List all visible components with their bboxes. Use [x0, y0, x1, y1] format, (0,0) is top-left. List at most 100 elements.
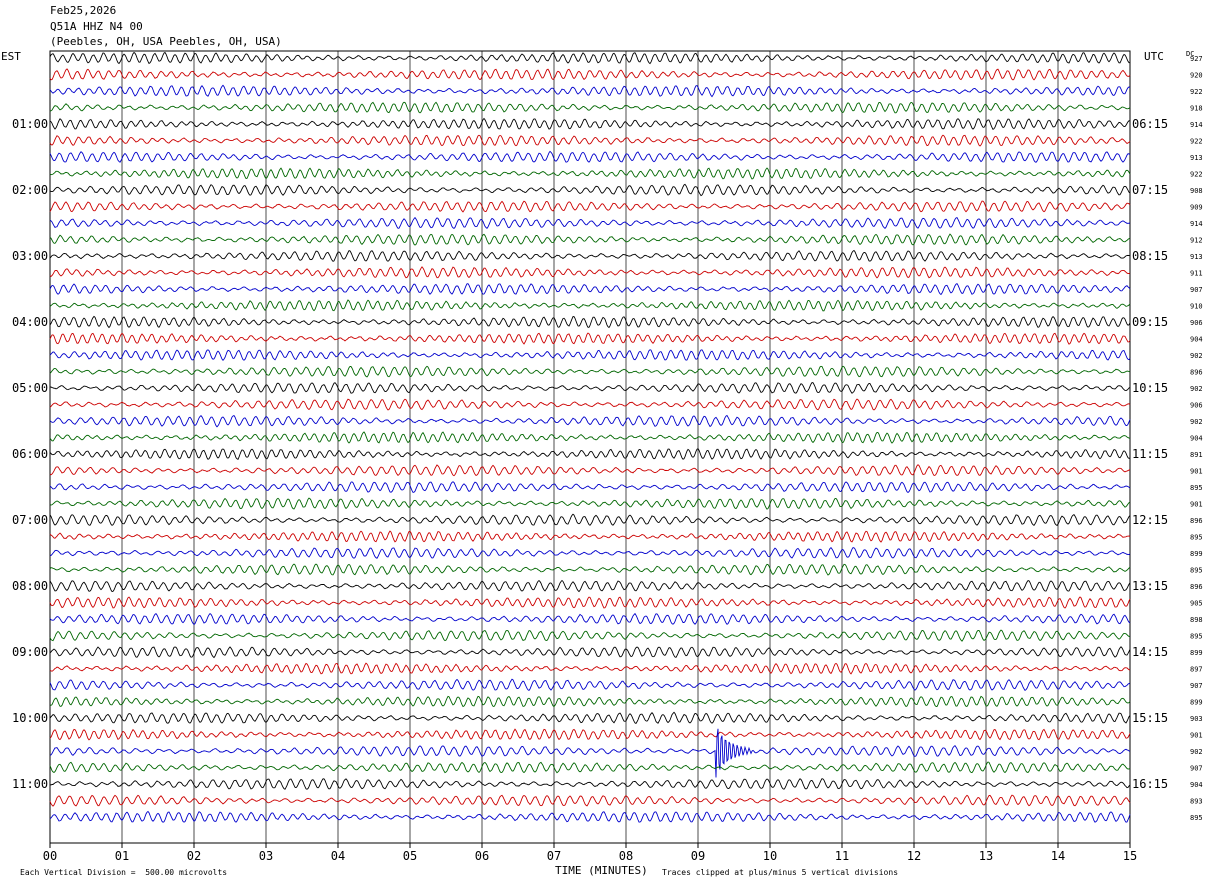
seismic-trace: [49, 464, 1131, 477]
seismic-trace: [49, 728, 1131, 778]
seismic-trace: [49, 101, 1131, 114]
seismic-trace: [49, 646, 1131, 659]
dc-label: DC: [1186, 50, 1195, 58]
seismic-trace: [49, 778, 1131, 790]
dc-offset-label: 896: [1190, 583, 1203, 591]
seismic-trace: [49, 216, 1131, 230]
seismic-trace: [49, 282, 1131, 296]
utc-hour-label: 16:15: [1132, 777, 1168, 791]
seismic-trace: [49, 612, 1131, 626]
seismic-trace: [49, 134, 1131, 147]
x-tick-label: 14: [1051, 849, 1065, 863]
x-tick-label: 11: [835, 849, 849, 863]
x-tick-label: 13: [979, 849, 993, 863]
seismic-trace: [49, 200, 1131, 213]
x-tick-label: 07: [547, 849, 561, 863]
dc-offset-label: 903: [1190, 715, 1203, 723]
seismic-trace: [49, 530, 1131, 543]
est-hour-label: 02:00: [12, 183, 48, 197]
dc-offset-label: 904: [1190, 435, 1203, 443]
dc-offset-label: 896: [1190, 517, 1203, 525]
seismic-trace: [49, 695, 1131, 708]
est-label: EST: [1, 50, 21, 63]
seismic-trace: [49, 68, 1131, 81]
dc-offset-label: 913: [1190, 154, 1203, 162]
dc-offset-label: 895: [1190, 814, 1203, 822]
seismic-trace: [49, 233, 1131, 246]
seismic-trace: [49, 563, 1131, 576]
seismic-trace: [49, 678, 1131, 692]
dc-offset-label: 901: [1190, 732, 1203, 740]
est-hour-label: 05:00: [12, 381, 48, 395]
dc-offset-label: 898: [1190, 616, 1203, 624]
dc-offset-label: 911: [1190, 270, 1203, 278]
est-hour-label: 09:00: [12, 645, 48, 659]
x-tick-label: 09: [691, 849, 705, 863]
dc-offset-label: 908: [1190, 187, 1203, 195]
header-date: Feb25,2026: [50, 4, 117, 17]
dc-offset-label: 902: [1190, 748, 1203, 756]
seismic-trace: [49, 315, 1131, 329]
dc-offset-label: 895: [1190, 484, 1203, 492]
seismic-trace: [49, 183, 1131, 197]
est-hour-label: 01:00: [12, 117, 48, 131]
x-axis-title: TIME (MINUTES): [555, 864, 648, 877]
seismic-trace: [49, 332, 1131, 345]
seismic-trace: [49, 513, 1131, 526]
seismic-trace: [49, 596, 1131, 609]
scale-note: Each Vertical Division = 500.00 microvol…: [20, 868, 228, 877]
est-hour-label: 10:00: [12, 711, 48, 725]
x-tick-label: 02: [187, 849, 201, 863]
seismic-trace: [49, 249, 1131, 262]
dc-offset-label: 897: [1190, 666, 1203, 674]
dc-offset-label: 904: [1190, 781, 1203, 789]
seismic-trace: [49, 810, 1131, 823]
seismic-trace: [49, 481, 1131, 493]
utc-hour-label: 10:15: [1132, 381, 1168, 395]
dc-offset-label: 899: [1190, 699, 1203, 707]
x-tick-label: 00: [43, 849, 57, 863]
dc-offset-label: 918: [1190, 105, 1203, 113]
dc-offset-label: 922: [1190, 171, 1203, 179]
seismic-trace: [49, 448, 1131, 460]
seismic-trace: [49, 150, 1131, 163]
dc-offset-label: 912: [1190, 237, 1203, 245]
header-station: Q51A HHZ N4 00: [50, 20, 143, 33]
header-location: (Peebles, OH, USA Peebles, OH, USA): [50, 35, 282, 48]
dc-offset-label: 922: [1190, 88, 1203, 96]
dc-offset-label: 893: [1190, 798, 1203, 806]
utc-hour-label: 11:15: [1132, 447, 1168, 461]
dc-offset-label: 910: [1190, 303, 1203, 311]
utc-hour-label: 06:15: [1132, 117, 1168, 131]
dc-offset-label: 899: [1190, 550, 1203, 558]
seismic-trace: [49, 546, 1131, 559]
utc-hour-label: 15:15: [1132, 711, 1168, 725]
est-hour-label: 08:00: [12, 579, 48, 593]
x-tick-label: 04: [331, 849, 345, 863]
seismic-trace: [49, 382, 1131, 394]
plot-frame: [49, 50, 1131, 844]
seismic-trace: [49, 167, 1131, 180]
dc-offset-label: 906: [1190, 319, 1203, 327]
seismic-trace: [49, 794, 1131, 807]
dc-offset-label: 907: [1190, 682, 1203, 690]
dc-offset-label: 920: [1190, 72, 1203, 80]
dc-offset-label: 927: [1190, 55, 1203, 63]
dc-offset-label: 914: [1190, 220, 1203, 228]
x-tick-label: 01: [115, 849, 129, 863]
dc-offset-label: 914: [1190, 121, 1203, 129]
x-tick-label: 12: [907, 849, 921, 863]
seismic-trace: [49, 299, 1131, 312]
dc-offset-label: 895: [1190, 633, 1203, 641]
utc-hour-label: 13:15: [1132, 579, 1168, 593]
seismic-trace: [49, 349, 1131, 362]
x-tick-label: 05: [403, 849, 417, 863]
seismic-trace: [49, 51, 1131, 65]
x-tick-label: 06: [475, 849, 489, 863]
x-tick-label: 15: [1123, 849, 1137, 863]
dc-offset-label: 909: [1190, 204, 1203, 212]
seismic-trace: [49, 728, 1131, 741]
utc-hour-label: 14:15: [1132, 645, 1168, 659]
seismic-trace: [49, 497, 1131, 510]
